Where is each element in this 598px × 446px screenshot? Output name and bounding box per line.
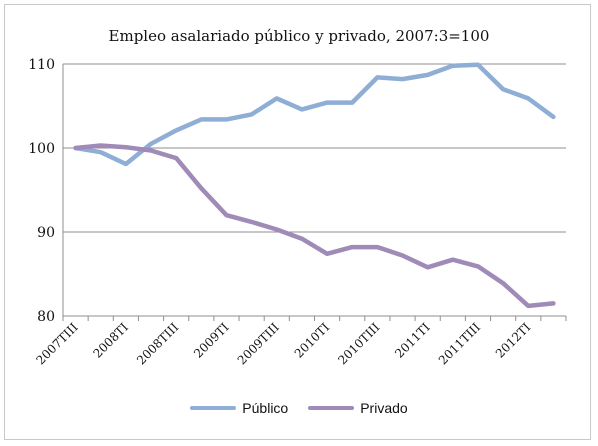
y-tick-label-90: 90 <box>37 225 55 241</box>
series-lines <box>73 62 556 309</box>
series-line-privado <box>73 143 556 309</box>
series-line-publico <box>73 62 556 167</box>
x-tick-label-2009TIII: 2009TIII <box>235 320 282 367</box>
chart-title: Empleo asalariado público y privado, 200… <box>108 27 490 45</box>
x-tick-label-2012TI: 2012TI <box>493 320 534 361</box>
x-tick-label-2008TI: 2008TI <box>90 320 131 361</box>
x-tick-label-2008TIII: 2008TIII <box>134 320 181 367</box>
legend-item-privado: Privado <box>308 400 408 416</box>
y-tick-label-80: 80 <box>37 309 55 325</box>
legend-swatch-publico <box>190 406 237 410</box>
y-axis-ticks: 80 90 100 110 <box>28 57 55 325</box>
legend-swatch-privado <box>308 406 355 410</box>
gridlines <box>62 63 567 321</box>
x-tick-label-2010TIII: 2010TIII <box>335 320 382 367</box>
legend-label-publico: Público <box>242 400 289 416</box>
legend-label-privado: Privado <box>360 400 408 416</box>
chart-legend: Público Privado <box>0 400 598 416</box>
x-tick-label-2009TI: 2009TI <box>191 320 232 361</box>
x-tick-label-2007TIII: 2007TIII <box>33 320 80 367</box>
y-tick-label-100: 100 <box>28 141 55 157</box>
legend-item-publico: Público <box>190 400 288 416</box>
x-axis-ticks: 2007TIII 2008TI 2008TIII 2009TI 2009TIII 2010… <box>33 320 533 367</box>
y-tick-label-110: 110 <box>28 57 55 73</box>
x-tick-label-2010TI: 2010TI <box>292 320 333 361</box>
x-tick-label-2011TIII: 2011TIII <box>436 320 483 367</box>
x-tick-label-2011TI: 2011TI <box>392 320 433 361</box>
